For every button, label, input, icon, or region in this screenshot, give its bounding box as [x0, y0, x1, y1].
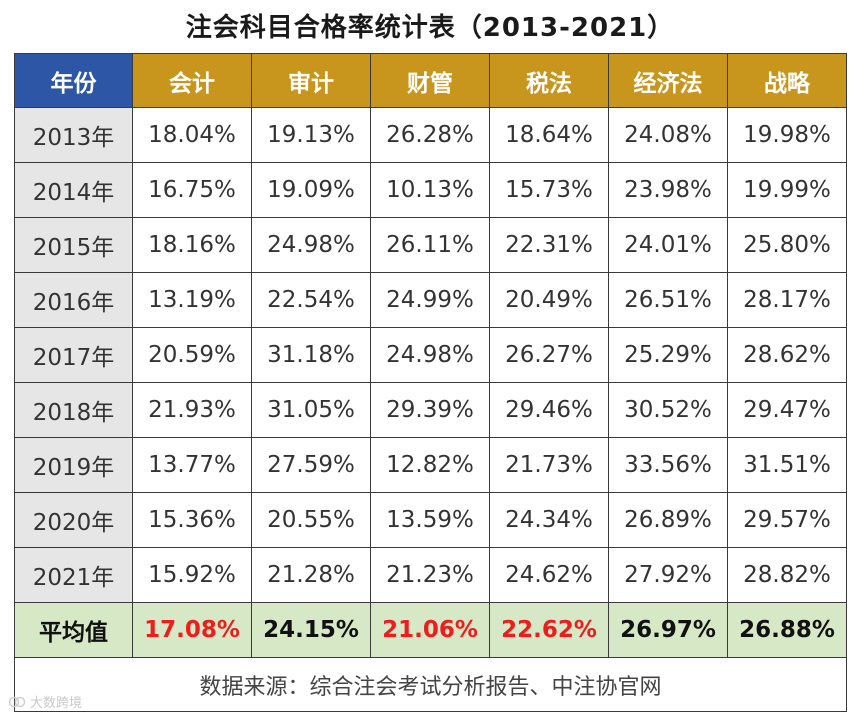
average-value: 26.97%: [608, 602, 728, 658]
source-row: 数据来源：综合注会考试分析报告、中注协官网: [14, 657, 847, 712]
rate-cell: 20.59%: [132, 327, 252, 383]
rate-cell: 26.28%: [370, 107, 490, 163]
rate-cell: 24.01%: [608, 217, 728, 273]
rate-cell: 24.99%: [370, 272, 490, 328]
table-row: 2018年 21.93% 31.05% 29.39% 29.46% 30.52% 29.47…: [14, 382, 847, 438]
rate-cell: 21.93%: [132, 382, 252, 438]
table-row: 2014年 16.75% 19.09% 10.13% 15.73% 23.98% 19.99…: [14, 162, 847, 218]
year-cell: 2013年: [14, 107, 133, 163]
table-row: 2013年 18.04% 19.13% 26.28% 18.64% 24.08% 19.98…: [14, 107, 847, 163]
rate-cell: 19.13%: [251, 107, 371, 163]
header-audit: 审计: [251, 53, 371, 108]
average-value: 24.15%: [251, 602, 371, 658]
rate-cell: 31.05%: [251, 382, 371, 438]
average-value: 22.62%: [489, 602, 609, 658]
rate-cell: 24.08%: [608, 107, 728, 163]
rate-cell: 29.57%: [727, 492, 847, 548]
rate-cell: 20.49%: [489, 272, 609, 328]
header-year: 年份: [14, 53, 133, 108]
rate-cell: 25.29%: [608, 327, 728, 383]
table-row: 2016年 13.19% 22.54% 24.99% 20.49% 26.51% 28.17…: [14, 272, 847, 328]
rate-cell: 22.31%: [489, 217, 609, 273]
rate-cell: 31.51%: [727, 437, 847, 493]
year-cell: 2020年: [14, 492, 133, 548]
rate-cell: 21.28%: [251, 547, 371, 603]
rate-cell: 12.82%: [370, 437, 490, 493]
rate-cell: 27.59%: [251, 437, 371, 493]
rate-cell: 24.98%: [251, 217, 371, 273]
rate-cell: 22.54%: [251, 272, 371, 328]
rate-cell: 20.55%: [251, 492, 371, 548]
year-cell: 2014年: [14, 162, 133, 218]
table-row: 2019年 13.77% 27.59% 12.82% 21.73% 33.56% 31.51…: [14, 437, 847, 493]
pass-rate-table: 年份 会计 审计 财管 税法 经济法 战略 2013年 18.04% 19.13% 2…: [14, 53, 847, 712]
rate-cell: 15.73%: [489, 162, 609, 218]
rate-cell: 29.39%: [370, 382, 490, 438]
rate-cell: 26.27%: [489, 327, 609, 383]
average-value: 17.08%: [132, 602, 252, 658]
table-row: 2015年 18.16% 24.98% 26.11% 22.31% 24.01% 25.80…: [14, 217, 847, 273]
rate-cell: 31.18%: [251, 327, 371, 383]
watermark-text: 大数跨境: [30, 696, 83, 711]
rate-cell: 28.17%: [727, 272, 847, 328]
rate-cell: 28.62%: [727, 327, 847, 383]
rate-cell: 26.89%: [608, 492, 728, 548]
header-financial-management: 财管: [370, 53, 490, 108]
table-row: 2020年 15.36% 20.55% 13.59% 24.34% 26.89% 29.57…: [14, 492, 847, 548]
rate-cell: 19.99%: [727, 162, 847, 218]
year-cell: 2016年: [14, 272, 133, 328]
source-note: 数据来源：综合注会考试分析报告、中注协官网: [14, 657, 847, 712]
rate-cell: 24.62%: [489, 547, 609, 603]
average-value: 21.06%: [370, 602, 490, 658]
rate-cell: 33.56%: [608, 437, 728, 493]
rate-cell: 26.51%: [608, 272, 728, 328]
rate-cell: 30.52%: [608, 382, 728, 438]
rate-cell: 18.04%: [132, 107, 252, 163]
rate-cell: 18.64%: [489, 107, 609, 163]
rate-cell: 24.34%: [489, 492, 609, 548]
table-row: 2017年 20.59% 31.18% 24.98% 26.27% 25.29% 28.62…: [14, 327, 847, 383]
watermark-logo-icon: [8, 695, 26, 709]
rate-cell: 25.80%: [727, 217, 847, 273]
average-value: 26.88%: [727, 602, 847, 658]
average-row: 平均值 17.08% 24.15% 21.06% 22.62% 26.97% 2…: [14, 602, 847, 658]
table-row: 2021年 15.92% 21.28% 21.23% 24.62% 27.92% 28.82…: [14, 547, 847, 603]
header-tax-law: 税法: [489, 53, 609, 108]
rate-cell: 18.16%: [132, 217, 252, 273]
rate-cell: 26.11%: [370, 217, 490, 273]
table-title: 注会科目合格率统计表（2013-2021）: [185, 13, 675, 43]
header-accounting: 会计: [132, 53, 252, 108]
rate-cell: 29.46%: [489, 382, 609, 438]
rate-cell: 10.13%: [370, 162, 490, 218]
rate-cell: 19.98%: [727, 107, 847, 163]
year-cell: 2017年: [14, 327, 133, 383]
rate-cell: 21.23%: [370, 547, 490, 603]
rate-cell: 28.82%: [727, 547, 847, 603]
rate-cell: 13.77%: [132, 437, 252, 493]
rate-cell: 15.92%: [132, 547, 252, 603]
rate-cell: 13.19%: [132, 272, 252, 328]
year-cell: 2018年: [14, 382, 133, 438]
year-cell: 2019年: [14, 437, 133, 493]
rate-cell: 27.92%: [608, 547, 728, 603]
rate-cell: 23.98%: [608, 162, 728, 218]
year-cell: 2015年: [14, 217, 133, 273]
rate-cell: 19.09%: [251, 162, 371, 218]
average-label: 平均值: [14, 602, 133, 658]
header-strategy: 战略: [727, 53, 847, 108]
watermark: 大数跨境: [8, 692, 82, 711]
header-economic-law: 经济法: [608, 53, 728, 108]
rate-cell: 13.59%: [370, 492, 490, 548]
rate-cell: 16.75%: [132, 162, 252, 218]
rate-cell: 21.73%: [489, 437, 609, 493]
header-row: 年份 会计 审计 财管 税法 经济法 战略: [14, 53, 847, 108]
rate-cell: 24.98%: [370, 327, 490, 383]
year-cell: 2021年: [14, 547, 133, 603]
rate-cell: 29.47%: [727, 382, 847, 438]
rate-cell: 15.36%: [132, 492, 252, 548]
